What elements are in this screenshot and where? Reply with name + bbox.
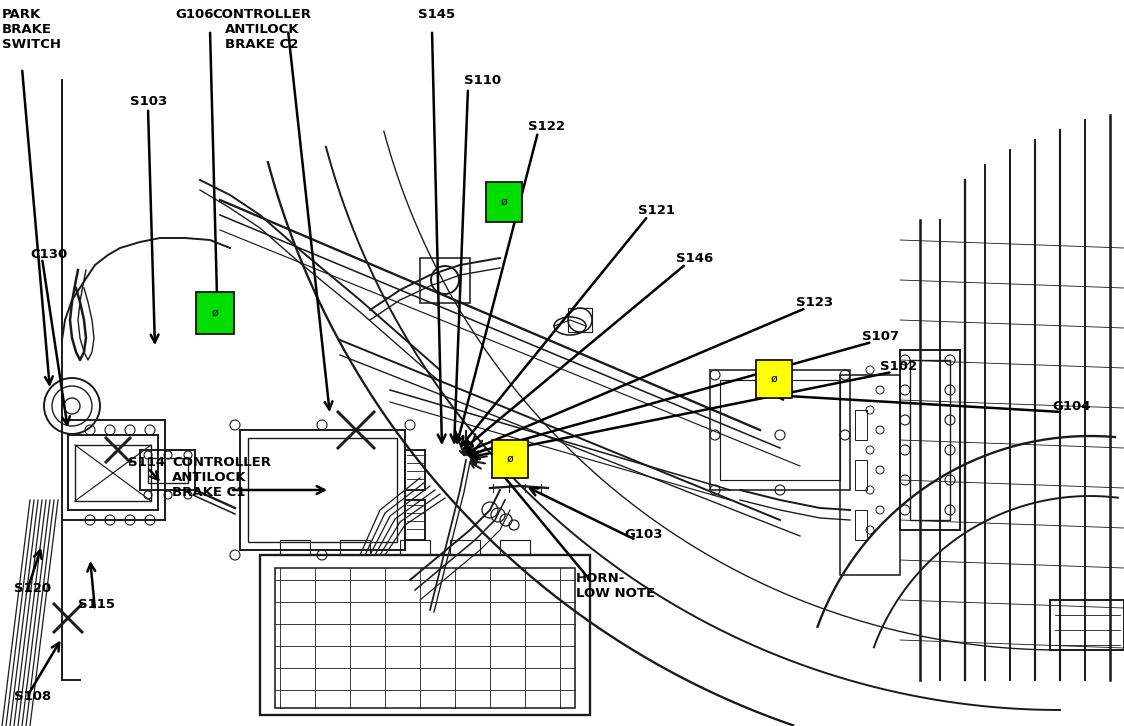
Text: S102: S102 — [880, 360, 917, 373]
Bar — [486, 182, 522, 222]
Text: S120: S120 — [13, 582, 51, 595]
Text: PARK
BRAKE
SWITCH: PARK BRAKE SWITCH — [2, 8, 61, 51]
Text: ø: ø — [507, 454, 514, 464]
Bar — [196, 292, 234, 334]
Bar — [260, 555, 590, 715]
Bar — [840, 375, 900, 575]
Text: S110: S110 — [464, 74, 501, 87]
Bar — [148, 458, 188, 483]
Bar — [405, 500, 425, 540]
Bar — [339, 540, 370, 555]
Text: S107: S107 — [862, 330, 899, 343]
Text: CONTROLLER
ANTILOCK
BRAKE C2: CONTROLLER ANTILOCK BRAKE C2 — [212, 8, 311, 51]
Text: ø: ø — [771, 374, 778, 384]
Text: G103: G103 — [624, 528, 662, 541]
Text: G104: G104 — [1052, 400, 1090, 413]
Bar — [420, 258, 470, 303]
Bar — [855, 510, 867, 540]
Bar — [568, 308, 592, 332]
Text: C130: C130 — [30, 248, 67, 261]
Bar — [500, 540, 531, 555]
Bar — [67, 435, 158, 510]
Text: HORN-
LOW NOTE: HORN- LOW NOTE — [575, 572, 655, 600]
Text: S145: S145 — [418, 8, 455, 21]
Bar — [405, 450, 425, 490]
Bar — [75, 445, 151, 501]
Bar — [910, 360, 950, 520]
Bar — [756, 360, 792, 398]
Bar — [900, 350, 960, 530]
Text: S103: S103 — [130, 95, 167, 108]
Text: S121: S121 — [638, 204, 676, 217]
Bar — [855, 460, 867, 490]
Text: S108: S108 — [13, 690, 52, 703]
Text: S114: S114 — [128, 456, 165, 469]
Text: S122: S122 — [528, 120, 565, 133]
Bar — [855, 410, 867, 440]
Text: S123: S123 — [796, 296, 833, 309]
Bar — [241, 430, 405, 550]
Text: S146: S146 — [676, 252, 714, 265]
Text: ø: ø — [211, 308, 218, 318]
Text: G106: G106 — [175, 8, 214, 21]
Bar — [248, 438, 397, 542]
Text: S115: S115 — [78, 598, 115, 611]
Text: CONTROLLER
ANTILOCK
BRAKE C1: CONTROLLER ANTILOCK BRAKE C1 — [172, 456, 271, 499]
Bar — [140, 450, 194, 490]
Bar — [280, 540, 310, 555]
Bar — [275, 568, 575, 708]
Bar — [1050, 600, 1124, 650]
Bar — [710, 370, 850, 490]
Bar — [720, 380, 840, 480]
Bar — [450, 540, 480, 555]
Bar — [400, 540, 430, 555]
Text: ø: ø — [500, 197, 507, 207]
Bar — [492, 440, 528, 478]
